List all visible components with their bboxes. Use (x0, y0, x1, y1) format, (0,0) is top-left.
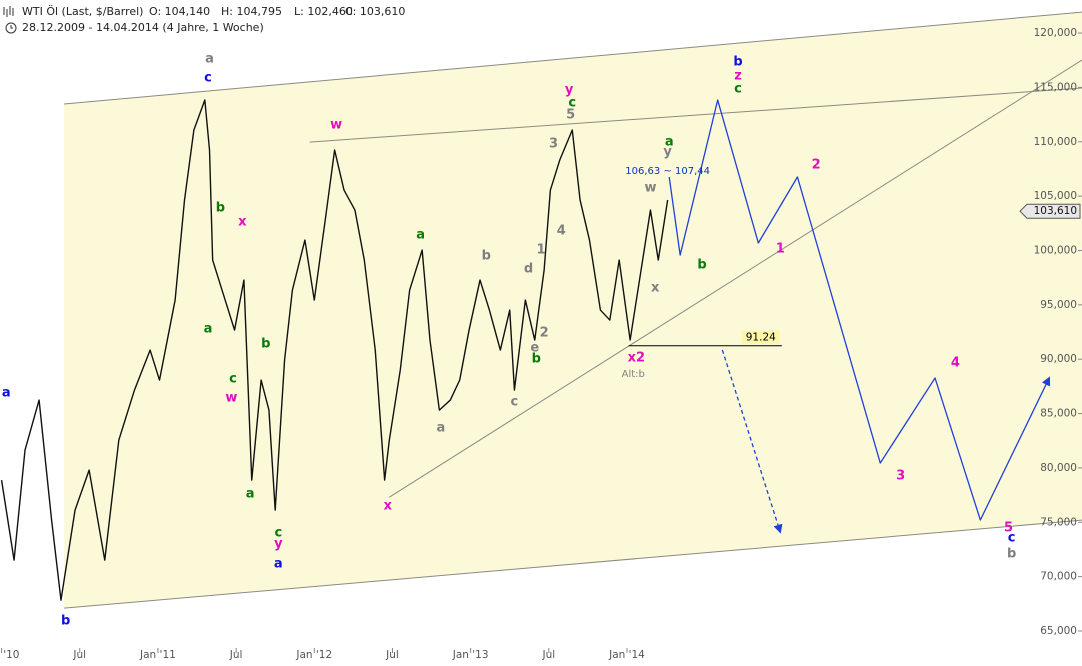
wave-label: a (665, 135, 674, 150)
wave-label: x2 (628, 351, 645, 366)
wave-label: b (482, 249, 491, 264)
wave-label: y (565, 83, 574, 98)
wave-label: c (204, 71, 212, 86)
wave-label: 3 (549, 137, 558, 152)
wave-label: 1 (536, 243, 545, 258)
x-tick-label: Jul (229, 649, 243, 661)
wave-label: a (437, 421, 446, 436)
instrument: WTI Öl (Last, $/Barrel) (22, 5, 143, 18)
x-tick-label: Jan '14 (608, 649, 645, 661)
x-tick-label: Jan '11 (139, 649, 176, 661)
x-tick-label: Jul (385, 649, 399, 661)
wave-label: 5 (566, 108, 575, 123)
wave-label: y (274, 537, 283, 552)
level-label: 91.24 (746, 332, 776, 344)
wave-label: z (734, 69, 742, 84)
price-line (0, 99, 669, 601)
trendline (64, 11, 1082, 105)
wave-label: 5 (1004, 521, 1013, 536)
level-label-box (741, 330, 780, 344)
projection-dashed (721, 349, 783, 534)
y-tick-label: 75,000 (1040, 516, 1077, 528)
plot-layer: 91.24acbxabcwacyaabwaxbd1ace2b345cyaywx1… (0, 52, 1051, 629)
wave-label: 4 (951, 356, 960, 371)
wave-label: b (697, 258, 706, 273)
wave-label: b (261, 337, 270, 352)
wave-label: c (511, 395, 519, 410)
wave-label: x (651, 281, 660, 296)
wave-label: a (204, 322, 213, 337)
x-tick-label: Jul (72, 649, 86, 661)
x-tick-label: Jan '10 (0, 649, 19, 661)
date-range: 28.12.2009 - 14.04.2014 (4 Jahre, 1 Woch… (22, 21, 264, 34)
wave-label: 106,63 ~ 107,44 (625, 166, 710, 177)
wave-label: 1 (776, 242, 785, 257)
wave-label: x (238, 215, 247, 230)
wave-label: y (663, 145, 672, 160)
wave-label: c (274, 526, 282, 541)
y-tick-label: 65,000 (1040, 625, 1077, 637)
y-tick-label: 70,000 (1040, 571, 1077, 583)
wave-label: e (530, 341, 539, 356)
wave-label: c (1008, 531, 1016, 546)
y-tick-label: 90,000 (1040, 353, 1077, 365)
x-tick-label: Jan '12 (295, 649, 332, 661)
high: H: 104,795 (221, 5, 282, 18)
wave-label: w (225, 391, 237, 406)
wave-label: w (330, 118, 342, 133)
low: L: 102,460 (294, 5, 353, 18)
wave-label: a (205, 52, 214, 67)
clock-hand (10, 25, 13, 29)
channel-fill (64, 12, 1082, 609)
price-line (668, 99, 1051, 521)
y-tick-label: 105,000 (1034, 190, 1077, 202)
open: O: 104,140 (149, 5, 210, 18)
y-tick-label: 110,000 (1034, 136, 1077, 148)
y-tick-label: 80,000 (1040, 462, 1077, 474)
price-tag-label: 103,610 (1034, 205, 1077, 217)
y-tick-label: 120,000 (1034, 27, 1077, 39)
wave-label: b (532, 352, 541, 367)
wave-label: a (416, 228, 425, 243)
trendline (389, 59, 1082, 498)
trendline (64, 519, 1082, 609)
x-tick-label: Jan '13 (452, 649, 489, 661)
wave-label: c (734, 82, 742, 97)
wave-label: c (568, 96, 576, 111)
wave-label: c (229, 372, 237, 387)
y-tick-label: 95,000 (1040, 299, 1077, 311)
close: C: 103,610 (345, 5, 405, 18)
wave-label: Alt:b (622, 369, 645, 380)
wave-label: a (2, 386, 11, 401)
price-tag (1019, 203, 1081, 219)
y-tick-label: 85,000 (1040, 408, 1077, 420)
wave-label: 4 (557, 224, 566, 239)
wave-label: b (216, 201, 225, 216)
wave-label: x (384, 499, 393, 514)
wave-label: a (274, 557, 283, 572)
clock-icon (5, 22, 17, 34)
channel-layer (64, 11, 1082, 609)
chart-icon (3, 6, 14, 17)
wave-label: 2 (540, 326, 549, 341)
wave-label: 2 (812, 158, 821, 173)
trendline (309, 87, 1082, 143)
wave-label: w (644, 181, 656, 196)
wave-label: a (246, 487, 255, 502)
wave-label: d (524, 262, 533, 277)
y-tick-label: 100,000 (1034, 244, 1077, 256)
wave-label: b (61, 614, 70, 629)
wave-label: 3 (896, 469, 905, 484)
x-tick-label: Jul (541, 649, 555, 661)
wave-label: b (1007, 547, 1016, 562)
wave-label: b (733, 55, 742, 70)
y-tick-label: 115,000 (1034, 81, 1077, 93)
